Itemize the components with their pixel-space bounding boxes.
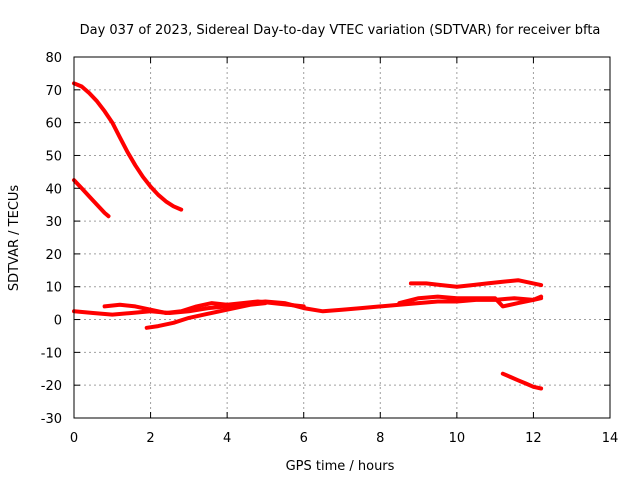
series-arc-5 bbox=[144, 301, 268, 330]
ticks bbox=[73, 56, 611, 419]
x-axis-label: GPS time / hours bbox=[286, 459, 395, 474]
y-tick-label: 30 bbox=[45, 215, 62, 230]
series-group bbox=[72, 81, 544, 391]
x-tick-label: 8 bbox=[376, 431, 384, 446]
y-tick-label: 0 bbox=[54, 314, 62, 329]
y-tick-label: 60 bbox=[45, 117, 62, 132]
y-tick-label: 50 bbox=[45, 149, 62, 164]
y-tick-label: 70 bbox=[45, 84, 62, 99]
y-tick-label: 40 bbox=[45, 182, 62, 197]
x-tick-label: 12 bbox=[525, 431, 542, 446]
y-tick-label: 10 bbox=[45, 281, 62, 296]
y-tick-label: 20 bbox=[45, 248, 62, 263]
chart-title: Day 037 of 2023, Sidereal Day-to-day VTE… bbox=[80, 23, 601, 38]
plot-frame bbox=[73, 56, 611, 419]
x-tick-label: 4 bbox=[223, 431, 231, 446]
x-tick-label: 2 bbox=[146, 431, 154, 446]
y-axis-label: SDTVAR / TECUs bbox=[7, 185, 22, 292]
series-arc-1 bbox=[72, 81, 184, 212]
series-arc-6 bbox=[408, 278, 544, 289]
series-arc-7 bbox=[397, 294, 544, 309]
grid bbox=[74, 57, 610, 418]
y-tick-labels: -30 -20 -10 0 10 20 30 40 50 60 70 80 bbox=[41, 51, 62, 427]
x-tick-label: 14 bbox=[602, 431, 619, 446]
y-tick-label: 80 bbox=[45, 51, 62, 66]
series-arc-2 bbox=[72, 178, 111, 219]
series-arc-8 bbox=[500, 371, 544, 391]
x-tick-label: 0 bbox=[70, 431, 78, 446]
y-tick-label: -20 bbox=[41, 379, 62, 394]
y-tick-label: -10 bbox=[41, 346, 62, 361]
x-tick-label: 6 bbox=[300, 431, 308, 446]
series-arc-4 bbox=[102, 299, 306, 315]
x-tick-label: 10 bbox=[449, 431, 466, 446]
y-tick-label: -30 bbox=[41, 412, 62, 427]
x-tick-labels: 0 2 4 6 8 10 12 14 bbox=[70, 431, 618, 446]
